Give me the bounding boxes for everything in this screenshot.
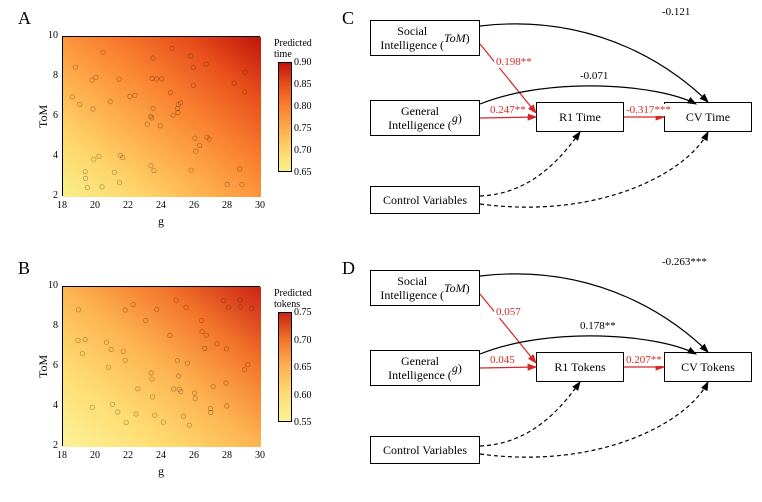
x-axis-label: g <box>62 464 260 479</box>
x-tick: 26 <box>189 200 199 211</box>
diagram-c: SocialIntelligence (ToM)GeneralIntellige… <box>360 8 760 248</box>
y-tick: 2 <box>38 190 58 201</box>
x-tick: 28 <box>222 200 232 211</box>
panel-label-d: D <box>342 258 355 279</box>
y-tick: 4 <box>38 400 58 411</box>
edge-label: 0.045 <box>488 354 517 366</box>
colorbar-tick: 0.65 <box>294 362 312 373</box>
panel-label-b: B <box>18 258 30 279</box>
colorbar-tick: 0.70 <box>294 145 312 156</box>
y-tick: 6 <box>38 110 58 121</box>
edge-label: -0.317*** <box>624 104 673 116</box>
y-tick: 10 <box>38 30 58 41</box>
colorbar-tick: 0.80 <box>294 101 312 112</box>
x-tick: 22 <box>123 450 133 461</box>
y-tick: 2 <box>38 440 58 451</box>
figure-root: A B C D ToM24681018202224262830gPredicte… <box>0 0 762 502</box>
y-tick: 4 <box>38 150 58 161</box>
colorbar-tick: 0.75 <box>294 307 312 318</box>
heatmap-b: ToM24681018202224262830gPredictedtokens0… <box>28 286 328 486</box>
heatmap-plot <box>62 286 260 446</box>
x-axis-label: g <box>62 214 260 229</box>
y-tick: 10 <box>38 280 58 291</box>
x-tick: 26 <box>189 450 199 461</box>
edge-label: -0.263*** <box>660 256 709 268</box>
x-tick: 28 <box>222 450 232 461</box>
colorbar-tick: 0.60 <box>294 390 312 401</box>
edge-label: 0.198** <box>494 56 534 68</box>
x-tick: 20 <box>90 450 100 461</box>
x-tick: 18 <box>57 450 67 461</box>
colorbar-tick: 0.75 <box>294 123 312 134</box>
edge-label: -0.071 <box>578 70 610 82</box>
edge-label: -0.121 <box>660 6 692 18</box>
y-tick: 8 <box>38 320 58 331</box>
colorbar-tick: 0.65 <box>294 167 312 178</box>
colorbar-tick: 0.55 <box>294 417 312 428</box>
y-tick: 8 <box>38 70 58 81</box>
x-tick: 24 <box>156 200 166 211</box>
edge-label: 0.178** <box>578 320 618 332</box>
panel-label-c: C <box>342 8 354 29</box>
x-tick: 22 <box>123 200 133 211</box>
diagram-d: SocialIntelligence (ToM)GeneralIntellige… <box>360 258 760 498</box>
colorbar-tick: 0.85 <box>294 79 312 90</box>
x-tick: 24 <box>156 450 166 461</box>
x-tick: 20 <box>90 200 100 211</box>
colorbar-tick: 0.90 <box>294 57 312 68</box>
edge-label: 0.207** <box>624 354 664 366</box>
x-tick: 30 <box>255 200 265 211</box>
panel-label-a: A <box>18 8 31 29</box>
x-tick: 30 <box>255 450 265 461</box>
edge-label: 0.247** <box>488 104 528 116</box>
colorbar-tick: 0.70 <box>294 335 312 346</box>
x-tick: 18 <box>57 200 67 211</box>
y-tick: 6 <box>38 360 58 371</box>
colorbar <box>278 312 292 422</box>
heatmap-a: ToM24681018202224262830gPredictedtime0.6… <box>28 36 328 236</box>
colorbar <box>278 62 292 172</box>
heatmap-plot <box>62 36 260 196</box>
edge-label: 0.057 <box>494 306 523 318</box>
